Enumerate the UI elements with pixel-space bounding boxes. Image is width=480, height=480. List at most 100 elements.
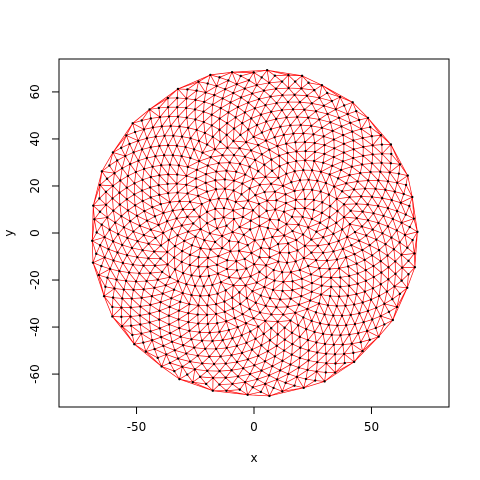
data-point	[349, 313, 352, 317]
triangulation-edge	[231, 345, 238, 356]
data-point	[368, 243, 371, 247]
data-point	[134, 170, 138, 174]
triangulation-edge	[229, 154, 235, 163]
triangulation-edge	[398, 173, 408, 176]
triangulation-edge	[329, 217, 337, 224]
triangulation-edge	[253, 318, 266, 322]
triangulation-edge	[307, 227, 312, 240]
triangulation-edge	[206, 144, 216, 150]
triangulation-edge	[324, 314, 334, 316]
triangulation-edge	[372, 229, 377, 240]
triangulation-edge	[298, 224, 304, 235]
triangulation-edge	[107, 277, 115, 289]
triangulation-edge	[222, 98, 231, 103]
triangulation-edge	[222, 154, 230, 163]
triangulation-edge	[203, 104, 213, 112]
triangulation-edge	[236, 335, 243, 346]
triangulation-edge	[252, 170, 259, 180]
data-point	[115, 278, 118, 281]
triangulation-edge	[131, 324, 141, 327]
triangulation-edge	[338, 296, 346, 306]
triangulation-edge	[304, 142, 306, 152]
data-point	[367, 179, 370, 182]
data-point	[287, 251, 291, 255]
triangulation-edge	[353, 294, 357, 305]
triangulation-edge	[151, 287, 155, 297]
data-point	[313, 141, 316, 145]
data-point	[168, 275, 172, 279]
triangulation-edge	[179, 321, 189, 329]
triangulation-edge	[233, 171, 237, 181]
triangulation-edge	[253, 132, 263, 138]
triangulation-edge	[363, 145, 373, 148]
triangulation-edge	[206, 208, 216, 213]
triangulation-edge	[240, 72, 254, 77]
data-point	[310, 188, 314, 192]
triangulation-edge	[221, 235, 230, 242]
triangulation-edge	[389, 164, 401, 173]
triangulation-edge	[281, 101, 289, 111]
triangulation-edge	[320, 285, 323, 295]
triangulation-edge	[341, 126, 353, 132]
data-point	[250, 348, 254, 351]
data-point	[310, 102, 314, 105]
data-point	[346, 235, 349, 239]
data-point	[320, 126, 324, 130]
triangulation-edge	[154, 216, 159, 226]
data-point	[220, 246, 224, 250]
triangulation-edge	[244, 156, 250, 167]
triangulation-edge	[196, 187, 199, 196]
data-point	[206, 304, 209, 307]
triangulation-edge	[160, 204, 164, 214]
triangulation-edge	[177, 280, 187, 285]
triangulation-edge	[279, 364, 291, 371]
triangulation-edge	[117, 252, 124, 264]
triangulation-edge	[153, 251, 161, 259]
data-point	[333, 371, 337, 374]
triangulation-edge	[239, 268, 247, 279]
triangulation-edge	[219, 77, 229, 81]
triangulation-edge	[161, 264, 168, 273]
triangulation-edge	[362, 291, 366, 303]
triangulation-edge	[310, 274, 313, 284]
triangulation-edge	[285, 202, 296, 209]
triangulation-edge	[261, 365, 273, 371]
triangulation-edge	[134, 194, 143, 202]
triangulation-edge	[290, 261, 297, 273]
data-point	[286, 151, 289, 155]
data-point	[241, 182, 244, 185]
triangulation-edge	[206, 370, 214, 379]
data-point	[344, 256, 348, 259]
triangulation-edge	[398, 164, 401, 174]
data-point	[163, 134, 166, 137]
data-point	[222, 216, 225, 219]
data-point	[253, 158, 257, 162]
triangulation-edge	[348, 283, 358, 287]
triangulation-edge	[203, 101, 205, 112]
triangulation-edge	[269, 334, 278, 341]
data-point	[310, 251, 313, 254]
triangulation-edge	[382, 233, 386, 245]
triangulation-edge	[189, 245, 193, 255]
triangulation-edge	[345, 314, 352, 326]
data-point	[224, 376, 227, 379]
data-point	[204, 347, 207, 351]
triangulation-edge	[387, 255, 389, 268]
triangulation-edge	[132, 109, 150, 124]
triangulation-edge	[283, 339, 286, 351]
data-point	[252, 71, 255, 74]
triangulation-edge	[395, 267, 403, 275]
triangulation-edge	[303, 380, 316, 389]
triangulation-edge	[260, 312, 272, 315]
data-point	[237, 249, 241, 253]
triangulation-edge	[329, 286, 332, 297]
triangulation-edge	[351, 341, 361, 345]
data-point	[119, 146, 123, 150]
triangulation-edge	[191, 332, 200, 340]
triangulation-edge	[353, 137, 363, 141]
triangulation-edge	[214, 235, 223, 243]
data-point	[371, 153, 374, 156]
triangulation-edge	[370, 295, 380, 300]
triangulation-edge	[214, 180, 217, 190]
triangulation-edge	[226, 134, 234, 142]
